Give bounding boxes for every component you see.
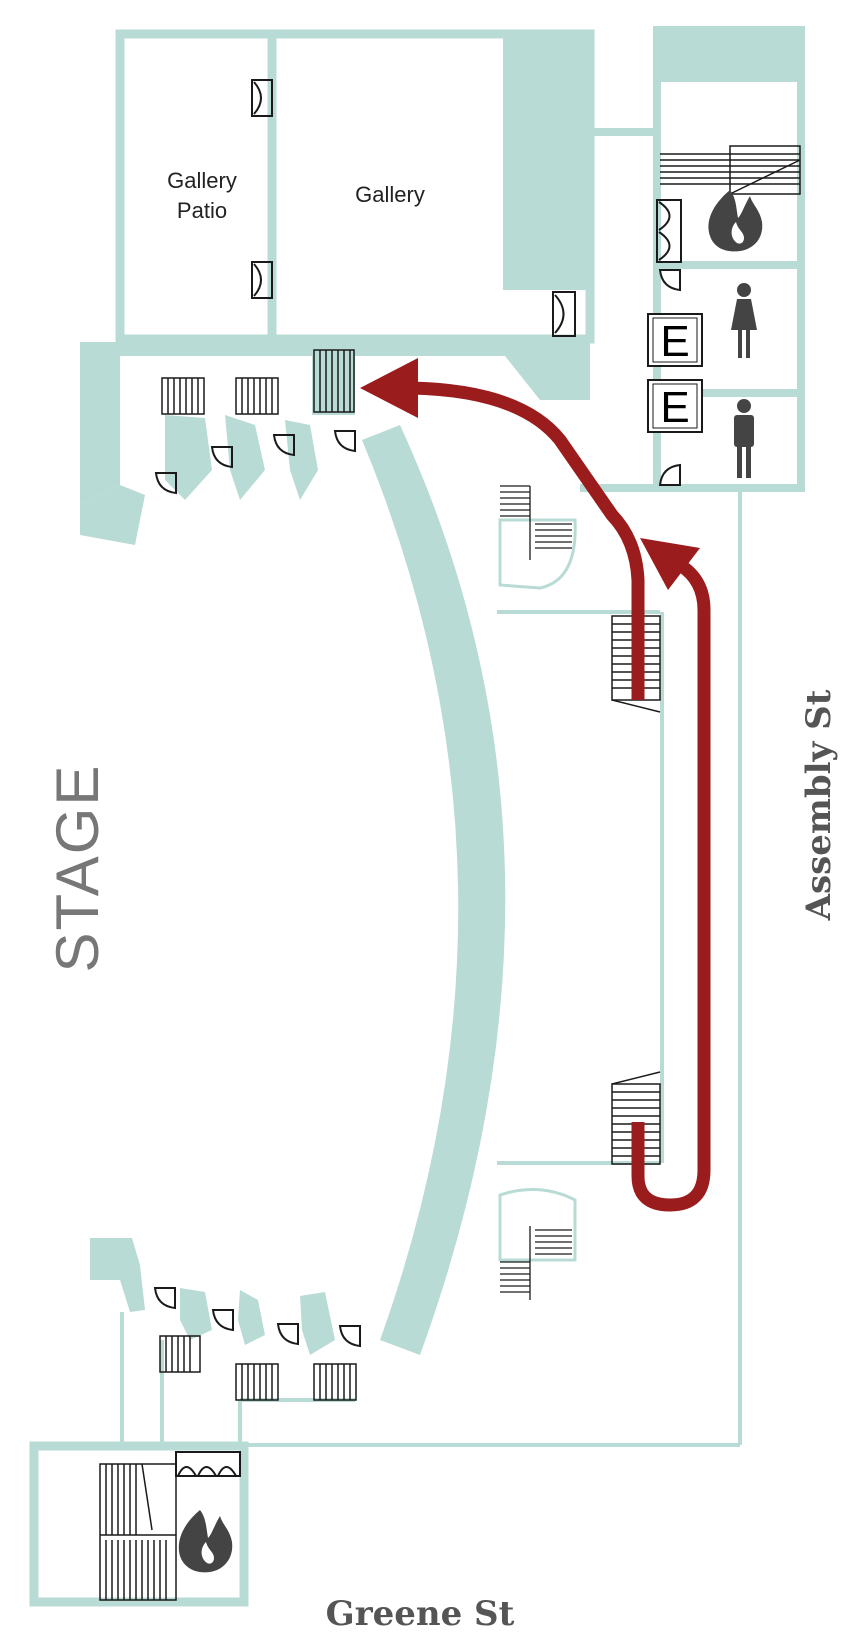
fire-icon xyxy=(708,190,763,252)
stair-icon xyxy=(99,1463,177,1601)
gallery-patio-label-line2: Patio xyxy=(177,198,227,223)
door-icon xyxy=(153,1287,361,1348)
gallery-patio-label-line1: Gallery xyxy=(167,168,237,193)
stair-tower xyxy=(29,1441,249,1607)
route-arrow-head xyxy=(360,358,418,418)
men-restroom-icon xyxy=(734,399,754,478)
elevator-label: E xyxy=(660,317,689,366)
door-icon xyxy=(251,79,576,337)
route-arrow-head xyxy=(640,538,700,590)
elevator-label: E xyxy=(660,383,689,432)
stage-label: STAGE xyxy=(44,764,111,973)
stair-icon xyxy=(498,485,577,1300)
elevator-icon: E E xyxy=(647,313,703,433)
seating-arc xyxy=(362,425,506,1355)
stair-icon xyxy=(159,1335,357,1401)
route-arrow-icon xyxy=(409,381,711,1212)
stair-icon xyxy=(660,145,801,195)
women-restroom-icon xyxy=(731,283,757,358)
street-label-assembly: Assembly St xyxy=(799,689,839,921)
gallery-label: Gallery xyxy=(355,182,425,207)
upper-lobby-wall xyxy=(80,342,590,505)
fire-icon xyxy=(178,1510,233,1573)
stair-icon xyxy=(161,349,355,415)
door-icon xyxy=(175,1451,241,1477)
door-icon xyxy=(154,430,356,495)
gallery-wall-block xyxy=(503,30,590,290)
lower-lobby-wall xyxy=(90,1238,145,1312)
street-label-greene: Greene St xyxy=(326,1594,515,1634)
door-icon xyxy=(656,199,682,486)
